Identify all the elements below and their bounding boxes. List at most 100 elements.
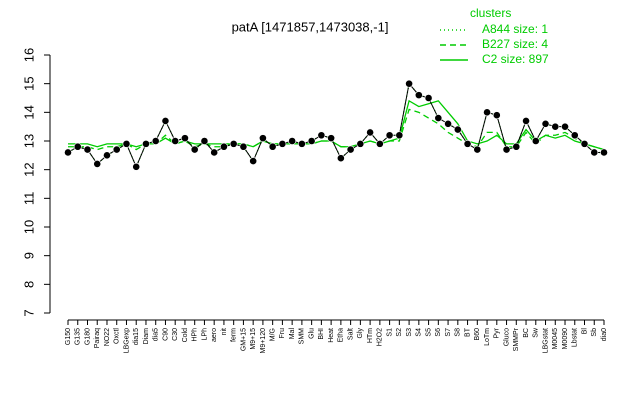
x-tick-label: Sw: [533, 327, 540, 338]
x-tick-label: Cold: [182, 328, 189, 343]
legend-label: C2 size: 897: [482, 52, 549, 66]
y-tick-label: 15: [21, 76, 36, 90]
legend-title: clusters: [470, 6, 511, 20]
x-tick-label: G180: [84, 328, 91, 345]
data-point: [93, 160, 102, 168]
x-tick-label: nit: [221, 328, 228, 335]
x-tick-label: dia5: [153, 328, 160, 341]
x-tick-label: G135: [75, 328, 82, 345]
x-tick-label: H2O2: [377, 328, 384, 346]
data-point: [502, 145, 511, 154]
data-point: [161, 117, 170, 125]
x-tick-label: GM+15: [240, 328, 247, 351]
data-point: [434, 114, 443, 122]
x-tick-label: M/G: [269, 328, 276, 341]
data-point: [453, 125, 462, 134]
x-tick-label: aero: [211, 328, 218, 342]
x-tick-label: BHI: [318, 328, 325, 340]
y-tick-label: 8: [21, 281, 36, 288]
cluster-line: [67, 82, 604, 169]
x-tick-label: Lbstat: [572, 328, 579, 347]
y-tick-label: 10: [21, 220, 36, 234]
data-point: [151, 137, 160, 145]
x-tick-label: S4: [416, 328, 423, 337]
data-point: [590, 148, 599, 157]
x-tick-label: S2: [396, 328, 403, 337]
data-point: [327, 134, 336, 143]
data-point: [288, 137, 297, 145]
x-tick-label: S8: [455, 328, 462, 337]
x-tick-label: M0090: [562, 328, 569, 350]
x-tick-label: M0045: [552, 328, 559, 350]
data-point: [220, 142, 228, 151]
data-point: [600, 148, 608, 157]
x-tick-label: Pyr: [494, 327, 501, 338]
x-tick-label: M9+120: [260, 328, 267, 354]
x-tick-label: Salt: [347, 328, 354, 340]
data-point: [73, 142, 82, 151]
x-tick-label: SMM: [299, 328, 306, 345]
data-point: [268, 142, 277, 151]
data-point: [385, 131, 394, 140]
data-point: [103, 151, 111, 160]
data-point: [395, 131, 404, 140]
data-point: [492, 111, 501, 120]
data-point: [424, 94, 433, 102]
x-tick-label: LPh: [201, 328, 208, 341]
data-point: [346, 145, 355, 154]
x-tick-label: Etha: [338, 328, 345, 343]
data-point: [190, 145, 199, 154]
y-tick-label: 7: [21, 309, 36, 316]
x-tick-label: Pairaq: [94, 328, 101, 348]
data-point: [229, 139, 238, 148]
data-point: [171, 137, 180, 145]
x-tick-label: C30: [172, 328, 179, 341]
data-point: [483, 108, 491, 117]
x-tick-label: G150: [65, 328, 72, 345]
y-tick-label: 11: [21, 192, 36, 206]
data-point: [142, 139, 150, 148]
data-point: [259, 134, 267, 143]
data-point: [473, 145, 482, 154]
data-point: [356, 139, 365, 148]
data-point: [200, 137, 209, 145]
data-point: [278, 139, 287, 148]
data-point: [112, 145, 121, 154]
data-point: [307, 137, 316, 145]
data-point: [317, 131, 326, 140]
y-tick-label: 9: [21, 252, 36, 259]
data-point: [522, 117, 530, 125]
x-tick-label: Mal: [289, 328, 296, 340]
data-point: [366, 128, 375, 137]
y-tick-label: 16: [21, 48, 36, 62]
legend-label: A844 size: 1: [482, 22, 548, 36]
data-point: [132, 162, 141, 171]
x-tick-label: S7: [445, 328, 452, 337]
x-tick-label: M9+15: [250, 328, 257, 350]
x-tick-label: S5: [425, 328, 432, 337]
data-point: [570, 131, 579, 140]
x-tick-label: NO22: [104, 328, 111, 346]
data-point: [580, 139, 589, 148]
x-tick-label: Diam: [143, 328, 150, 345]
data-point: [297, 139, 306, 148]
x-tick-label: Fru: [279, 328, 286, 339]
x-tick-label: dia0: [601, 328, 608, 341]
y-tick-label: 12: [21, 162, 36, 176]
y-tick-label: 14: [21, 105, 36, 119]
data-point: [541, 119, 550, 128]
x-tick-label: HTm: [367, 328, 374, 343]
x-tick-label: Gly: [357, 328, 364, 339]
x-tick-label: LBGstat: [542, 328, 549, 353]
x-tick-label: S3: [406, 328, 413, 337]
data-point: [512, 142, 521, 151]
x-tick-label: SMMPr: [513, 327, 520, 351]
x-tick-label: B60: [474, 328, 481, 341]
chart-title: patA [1471857,1473038,-1]: [232, 19, 389, 34]
y-tick-label: 13: [21, 134, 36, 148]
data-point: [444, 119, 452, 128]
data-point: [64, 148, 72, 157]
x-tick-label: S6: [435, 328, 442, 337]
data-point: [551, 122, 560, 131]
